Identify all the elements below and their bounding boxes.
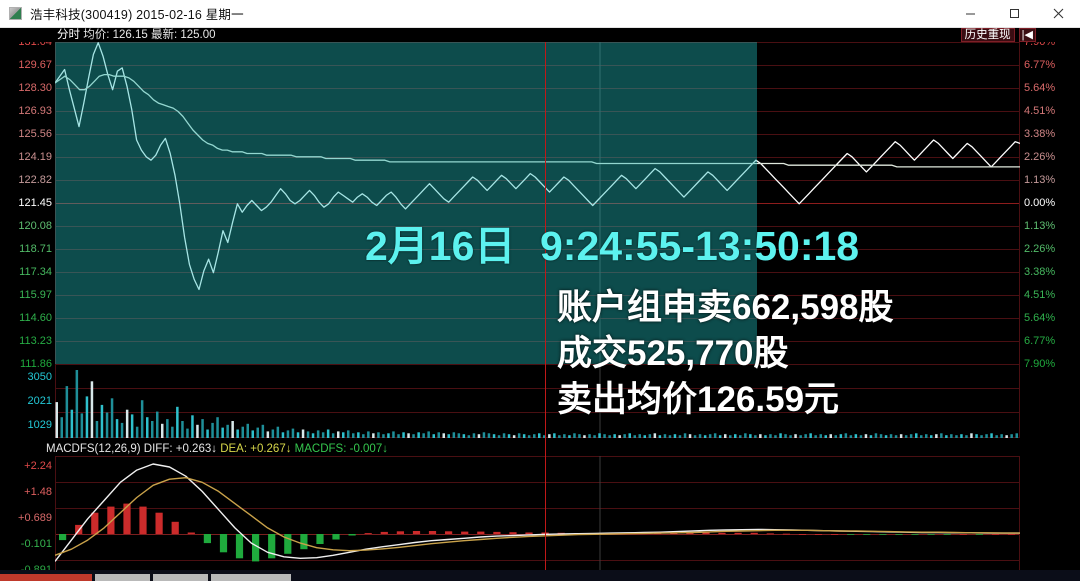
price-tick-9: 118.71 bbox=[19, 243, 52, 255]
price-axis-left: 131.04 129.67 128.30 126.93 125.56 124.19 122.… bbox=[0, 37, 55, 370]
taskbar-item-active[interactable] bbox=[0, 574, 92, 581]
macd-header: MACDFS(12,26,9) DIFF: +0.263↓ DEA: +0.26… bbox=[46, 442, 388, 456]
annotation-date: 2月16日 bbox=[365, 223, 516, 269]
price-header-text: 分时 均价: 126.15 最新: 125.00 bbox=[57, 28, 216, 42]
maximize-icon bbox=[1009, 9, 1019, 18]
replay-controls[interactable]: 历史重现 |◀ bbox=[960, 28, 1036, 42]
minimize-button[interactable] bbox=[948, 0, 992, 28]
percent-tick-4: 3.38% bbox=[1024, 128, 1056, 140]
macd-dea: DEA: +0.267↓ bbox=[220, 443, 292, 455]
price-tick-13: 113.23 bbox=[19, 335, 52, 347]
history-replay-button[interactable]: 历史重现 bbox=[960, 28, 1015, 42]
price-pane-header: 分时 均价: 126.15 最新: 125.00 历史重现 |◀ bbox=[0, 28, 1080, 42]
percent-tick-7: 0.00% bbox=[1024, 197, 1056, 209]
chart-area: 分时 均价: 126.15 最新: 125.00 历史重现 |◀ 131.04 1… bbox=[0, 28, 1080, 581]
price-tick-11: 115.97 bbox=[19, 289, 52, 301]
price-plot bbox=[55, 42, 1020, 364]
price-tick-2: 128.30 bbox=[18, 82, 52, 94]
percent-tick-1: 6.77% bbox=[1024, 59, 1056, 71]
taskbar-item-2[interactable] bbox=[153, 574, 208, 581]
percent-tick-2: 5.64% bbox=[1024, 82, 1056, 94]
macd-diff: DIFF: +0.263↓ bbox=[143, 443, 217, 455]
annotation-timerange: 9:24:55-13:50:18 bbox=[540, 223, 860, 269]
window-controls bbox=[948, 0, 1080, 28]
volume-tick-0: 3050 bbox=[27, 371, 52, 383]
crosshair-vertical-line bbox=[545, 42, 546, 581]
volume-plot bbox=[55, 364, 1020, 438]
macd-tick-2: +0.689 bbox=[18, 512, 52, 524]
volume-tick-1: 2021 bbox=[27, 395, 52, 407]
percent-tick-8: 1.13% bbox=[1024, 220, 1056, 232]
percent-tick-6: 1.13% bbox=[1024, 174, 1056, 186]
price-chart-pane[interactable] bbox=[55, 42, 1020, 364]
volume-tick-2: 1029 bbox=[27, 419, 52, 431]
price-tick-10: 117.34 bbox=[19, 266, 52, 278]
macd-axis-left: +2.24+1.48+0.689-0.101-0.891 bbox=[0, 456, 55, 581]
macd-plot bbox=[55, 456, 1020, 581]
price-tick-3: 126.93 bbox=[18, 105, 52, 117]
taskbar-item-1[interactable] bbox=[95, 574, 150, 581]
close-icon bbox=[1053, 8, 1063, 19]
macd-tick-3: -0.101 bbox=[20, 538, 52, 550]
percent-tick-5: 2.26% bbox=[1024, 151, 1056, 163]
annotation-avg-sell-price: 卖出均价126.59元 bbox=[557, 380, 840, 419]
percent-tick-3: 4.51% bbox=[1024, 105, 1056, 117]
avg-price-label: 均价: 126.15 bbox=[83, 29, 148, 41]
price-tick-4: 125.56 bbox=[18, 128, 52, 140]
taskbar-empty bbox=[294, 570, 1080, 581]
macd-chart-pane[interactable] bbox=[55, 456, 1020, 581]
taskbar-item-3[interactable] bbox=[211, 574, 291, 581]
close-button[interactable] bbox=[1036, 0, 1080, 28]
price-tick-6: 122.82 bbox=[18, 174, 52, 186]
percent-tick-13: 6.77% bbox=[1024, 335, 1056, 347]
macd-value: MACDFS: -0.007↓ bbox=[294, 443, 388, 455]
percent-tick-10: 3.38% bbox=[1024, 266, 1056, 278]
price-tick-12: 114.60 bbox=[19, 312, 52, 324]
window-titlebar: 浩丰科技(300419) 2015-02-16 星期一 bbox=[0, 0, 1080, 28]
annotation-order-qty: 账户组申卖662,598股 bbox=[557, 288, 894, 327]
percent-tick-9: 2.26% bbox=[1024, 243, 1056, 255]
percent-tick-0: 7.90% bbox=[1024, 36, 1056, 48]
percent-tick-11: 4.51% bbox=[1024, 289, 1056, 301]
macd-tick-1: +1.48 bbox=[24, 486, 52, 498]
percent-tick-14: 7.90% bbox=[1024, 358, 1056, 370]
percent-tick-12: 5.64% bbox=[1024, 312, 1056, 324]
macd-tick-0: +2.24 bbox=[24, 460, 52, 472]
macd-title: MACDFS(12,26,9) bbox=[46, 443, 141, 455]
taskbar[interactable] bbox=[0, 570, 1080, 581]
window-title: 浩丰科技(300419) 2015-02-16 星期一 bbox=[30, 8, 244, 22]
app-icon bbox=[9, 7, 22, 20]
price-tick-8: 120.08 bbox=[18, 220, 52, 232]
price-tick-7: 121.45 bbox=[18, 197, 52, 209]
minimize-icon bbox=[965, 13, 975, 15]
price-tick-0: 131.04 bbox=[18, 36, 52, 48]
price-tick-14: 111.86 bbox=[19, 358, 52, 370]
price-tick-1: 129.67 bbox=[18, 59, 52, 71]
annotation-filled-qty: 成交525,770股 bbox=[557, 334, 789, 373]
chart-mode-label: 分时 bbox=[57, 29, 80, 41]
volume-axis-left: 3050 2021 1029 bbox=[0, 364, 55, 438]
maximize-button[interactable] bbox=[992, 0, 1036, 28]
percent-axis-right: 7.90% 6.77% 5.64% 4.51% 3.38% 2.26% 1.13% 0.00%… bbox=[1020, 37, 1080, 370]
last-price-label: 最新: 125.00 bbox=[150, 29, 216, 41]
price-tick-5: 124.19 bbox=[18, 151, 52, 163]
volume-chart-pane[interactable] bbox=[55, 364, 1020, 438]
rewind-icon[interactable]: |◀ bbox=[1018, 28, 1036, 42]
